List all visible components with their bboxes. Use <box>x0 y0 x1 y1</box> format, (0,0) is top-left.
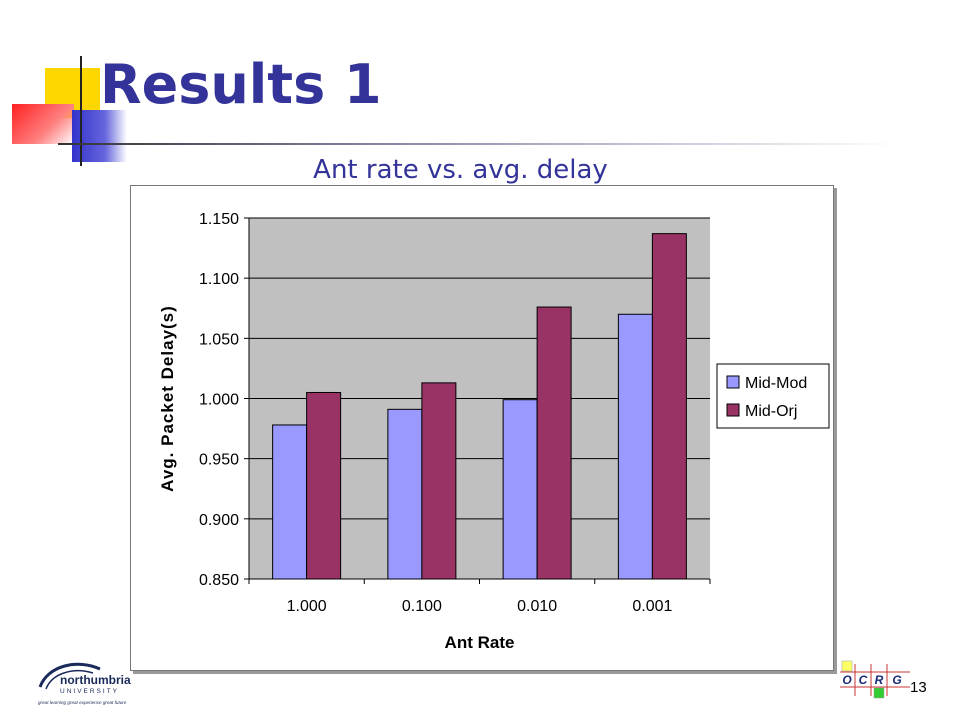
axes <box>244 217 711 584</box>
logo-swoosh <box>38 662 101 688</box>
x-tick-label: 0.010 <box>517 598 557 615</box>
bar-mid-orj <box>651 233 687 580</box>
y-axis-label: Avg. Packet Delay(s) <box>158 305 177 492</box>
legend-label: Mid-Orj <box>745 403 797 420</box>
y-tick-label: 1.050 <box>199 331 239 348</box>
logo-university-name: northumbria <box>60 673 131 687</box>
decorative-red-square <box>12 104 74 144</box>
logo-tagline: great learning great experience great fu… <box>38 700 127 705</box>
y-tick-label: 0.950 <box>199 452 239 469</box>
legend-label: Mid-Mod <box>745 375 807 392</box>
ocrg-yellow-square <box>841 660 853 672</box>
legend-swatch <box>726 403 740 417</box>
y-tick-label: 0.850 <box>199 572 239 589</box>
x-tick-label: 0.100 <box>402 598 442 615</box>
bar-mid-orj <box>421 382 457 580</box>
bars <box>272 233 687 580</box>
logo-university-word: UNIVERSITY <box>60 688 119 695</box>
decorative-vertical-line <box>80 56 82 166</box>
ocrg-letter: R <box>875 673 884 687</box>
x-tick-label: 1.000 <box>287 598 327 615</box>
logo-swoosh-inner <box>45 669 94 690</box>
bar-mid-mod <box>617 313 653 580</box>
y-tick-labels: 0.850 0.900 0.950 1.000 1.050 1.100 1.150 <box>199 211 239 589</box>
ocrg-letter: G <box>892 673 901 687</box>
university-logo: northumbria UNIVERSITY great learning gr… <box>38 662 131 705</box>
x-tick-labels: 1.000 0.100 0.010 0.001 <box>287 598 673 615</box>
bar-mid-mod <box>272 424 308 580</box>
chart-frame: 0.850 0.900 0.950 1.000 1.050 1.100 1.150 1.00… <box>130 185 834 671</box>
chart-heading: Ant rate vs. avg. delay <box>0 155 960 185</box>
y-tick-label: 1.100 <box>199 271 239 288</box>
ocrg-green-square <box>873 687 885 699</box>
legend: Mid-Mod Mid-Orj <box>716 363 830 429</box>
y-tick-label: 0.900 <box>199 512 239 529</box>
page-number: 13 <box>910 679 927 696</box>
y-tick-label: 1.150 <box>199 211 239 228</box>
legend-swatch <box>726 375 740 389</box>
title-divider <box>58 143 898 145</box>
legend-box <box>716 363 830 429</box>
x-tick-label: 0.001 <box>632 598 672 615</box>
bar-mid-orj <box>306 391 342 580</box>
x-axis-label: Ant Rate <box>445 633 515 652</box>
bar-mid-mod <box>502 399 538 580</box>
ocrg-letter: O <box>842 673 852 687</box>
y-tick-label: 1.000 <box>199 392 239 409</box>
bar-mid-mod <box>387 408 423 580</box>
bar-chart: 0.850 0.900 0.950 1.000 1.050 1.100 1.150 1.00… <box>158 211 830 652</box>
bar-mid-orj <box>536 306 572 580</box>
ocrg-letter: C <box>859 673 868 687</box>
slide-title: Results 1 <box>100 53 382 116</box>
chart-heading-text: Ant rate vs. avg. delay <box>313 155 608 185</box>
